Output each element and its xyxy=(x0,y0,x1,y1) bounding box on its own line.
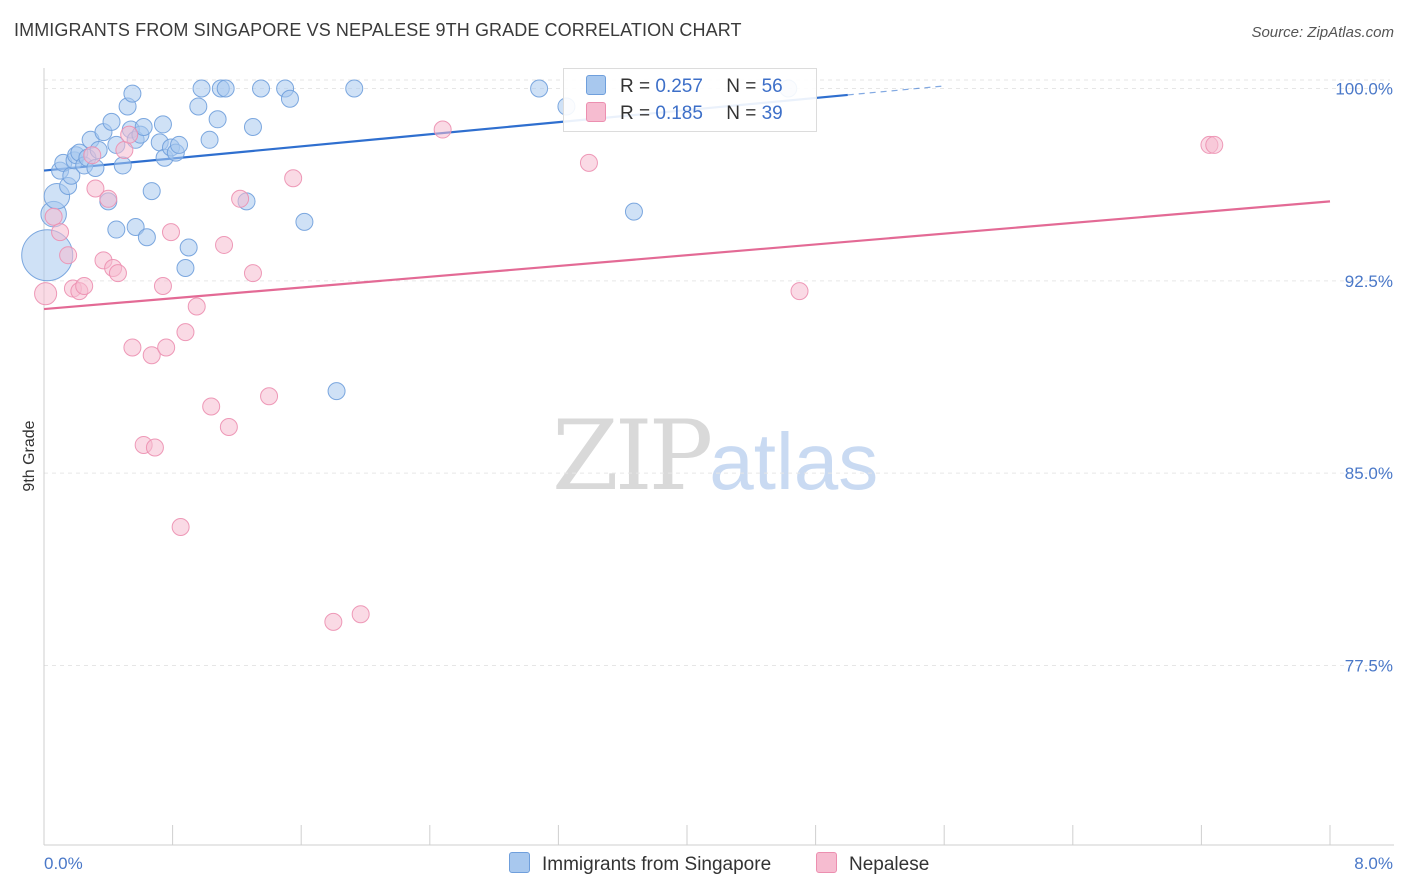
point-singapore xyxy=(134,117,153,136)
point-singapore xyxy=(176,259,195,278)
point-singapore xyxy=(243,117,262,136)
point-singapore xyxy=(153,115,172,134)
grid-lines xyxy=(44,79,1390,666)
point-nepalese xyxy=(219,418,238,437)
point-singapore xyxy=(107,220,126,239)
x-tick-label: 0.0% xyxy=(44,854,83,873)
y-tick-label: 92.5% xyxy=(1345,272,1393,291)
point-nepalese xyxy=(171,518,190,537)
point-singapore xyxy=(530,79,549,98)
point-singapore xyxy=(192,79,211,98)
point-nepalese xyxy=(153,276,172,295)
point-singapore xyxy=(137,228,156,247)
point-nepalese xyxy=(1205,135,1224,154)
legend-row-nepalese: R = 0.185 N = 39 xyxy=(586,102,783,128)
point-nepalese xyxy=(202,397,221,416)
point-nepalese xyxy=(75,276,94,295)
point-nepalese xyxy=(231,189,250,208)
point-nepalese xyxy=(59,246,78,265)
point-nepalese xyxy=(86,179,105,198)
point-nepalese xyxy=(51,223,70,242)
y-tick-label: 100.0% xyxy=(1335,80,1393,99)
point-nepalese xyxy=(324,612,343,631)
point-nepalese xyxy=(123,338,142,357)
watermark-zip: ZIP xyxy=(552,400,713,512)
point-nepalese xyxy=(176,323,195,342)
legend-n-value: 56 xyxy=(761,76,783,97)
point-nepalese xyxy=(579,153,598,172)
point-singapore xyxy=(123,84,142,103)
point-singapore xyxy=(179,238,198,257)
source-label: Source: ZipAtlas.com xyxy=(1251,24,1394,41)
legend-n-label: N = xyxy=(726,76,757,97)
legend-row-singapore: R = 0.257 N = 56 xyxy=(586,75,783,101)
y-tick-label: 85.0% xyxy=(1345,464,1393,483)
point-nepalese xyxy=(351,605,370,624)
bottom-legend-label-singapore: Immigrants from Singapore xyxy=(542,854,772,875)
point-nepalese xyxy=(108,264,127,283)
bottom-legend-singapore: Immigrants from Singapore xyxy=(509,852,771,876)
point-nepalese xyxy=(99,189,118,208)
bottom-legend-swatch-singapore xyxy=(509,852,530,873)
point-singapore xyxy=(216,79,235,98)
point-singapore xyxy=(345,79,364,98)
y-tick-label: 77.5% xyxy=(1345,656,1393,675)
axes xyxy=(43,68,1394,846)
legend-r-value: 0.185 xyxy=(655,103,703,124)
legend-swatch-nepalese xyxy=(586,102,606,122)
point-nepalese xyxy=(215,235,234,254)
point-singapore xyxy=(200,130,219,149)
legend-r-label: R = xyxy=(620,103,651,124)
point-nepalese xyxy=(83,146,102,165)
point-nepalese xyxy=(284,169,303,188)
point-nepalese xyxy=(157,338,176,357)
point-singapore xyxy=(102,112,121,131)
watermark: ZIPatlas xyxy=(552,400,878,512)
legend-n-value: 39 xyxy=(761,103,783,124)
legend-r-value: 0.257 xyxy=(655,76,703,97)
point-nepalese xyxy=(260,387,279,406)
legend-swatch-singapore xyxy=(586,75,606,95)
point-singapore xyxy=(170,135,189,154)
point-nepalese xyxy=(161,223,180,242)
y-axis-label: 9th Grade xyxy=(21,420,38,491)
point-singapore xyxy=(208,110,227,129)
point-nepalese xyxy=(433,120,452,139)
point-singapore xyxy=(624,202,643,221)
point-singapore xyxy=(189,97,208,116)
point-singapore xyxy=(142,182,161,201)
tick-labels: 77.5% 85.0% 92.5% 100.0% 0.0% 8.0% 9th Grade xyxy=(21,80,1393,873)
point-nepalese xyxy=(34,282,58,306)
point-singapore xyxy=(280,89,299,108)
point-singapore xyxy=(126,217,145,236)
point-nepalese xyxy=(790,282,809,301)
trend-line-nepalese xyxy=(43,200,1331,311)
legend-r-label: R = xyxy=(620,76,651,97)
point-singapore xyxy=(295,212,314,231)
point-nepalese xyxy=(44,207,63,226)
point-nepalese xyxy=(145,438,164,457)
point-singapore xyxy=(327,382,346,401)
point-nepalese xyxy=(115,141,134,160)
point-nepalese xyxy=(243,264,262,283)
trend-line-singapore-extension xyxy=(847,85,945,96)
watermark-atlas: atlas xyxy=(709,417,879,506)
bottom-legend-label-nepalese: Nepalese xyxy=(849,854,930,875)
point-singapore xyxy=(113,156,132,175)
legend-n-label: N = xyxy=(726,103,757,124)
point-nepalese xyxy=(120,125,139,144)
bottom-legend-swatch-nepalese xyxy=(816,852,837,873)
point-nepalese xyxy=(187,297,206,316)
x-tick-label: 8.0% xyxy=(1354,854,1393,873)
point-nepalese xyxy=(142,346,161,365)
data-points xyxy=(21,79,1224,631)
bottom-legend-nepalese: Nepalese xyxy=(816,852,929,876)
stats-legend: R = 0.257 N = 56 R = 0.185 N = 39 xyxy=(563,68,817,132)
point-singapore xyxy=(252,79,271,98)
chart-title: IMMIGRANTS FROM SINGAPORE VS NEPALESE 9T… xyxy=(14,20,742,40)
